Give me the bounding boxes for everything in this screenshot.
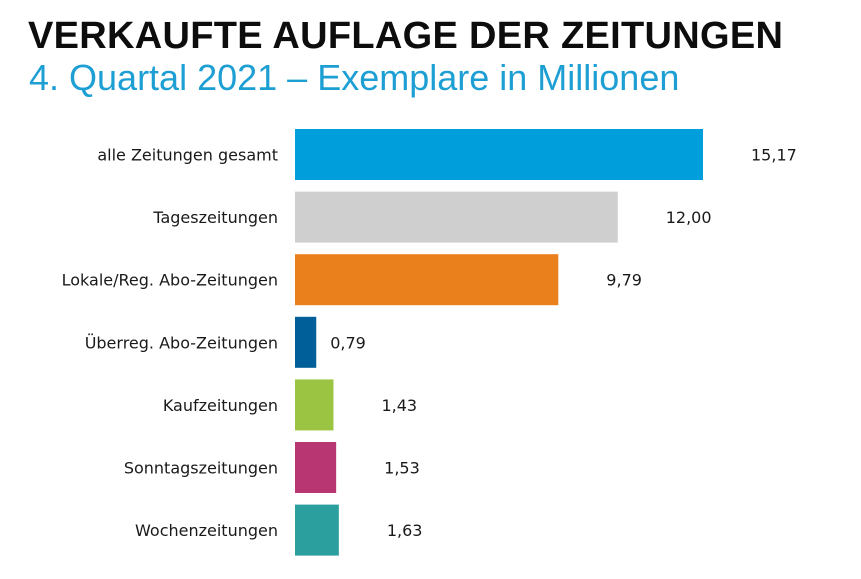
bar: [295, 129, 703, 180]
category-label: Wochenzeitungen: [135, 521, 278, 540]
bar: [295, 442, 337, 493]
data-label: 0,79: [330, 333, 366, 352]
bar: [295, 191, 618, 243]
chart-title: VERKAUFTE AUFLAGE DER ZEITUNGEN: [28, 15, 784, 57]
bars: [295, 129, 703, 556]
data-label: 12,00: [666, 208, 712, 227]
bar: [295, 504, 339, 556]
category-label: Sonntagszeitungen: [124, 459, 278, 478]
category-label: Lokale/Reg. Abo-Zeitungen: [62, 271, 278, 290]
bar: [295, 379, 334, 431]
data-label: 9,79: [606, 271, 642, 290]
value-labels: 15,17 12,00 9,79 0,79 1,43 1,53 1,63: [330, 146, 797, 541]
data-label: 1,63: [387, 521, 423, 540]
category-label: alle Zeitungen gesamt: [97, 146, 278, 165]
data-label: 1,53: [384, 459, 420, 478]
data-label: 1,43: [381, 396, 417, 415]
category-label: Überreg. Abo-Zeitungen: [85, 333, 278, 352]
category-labels: alle Zeitungen gesamt Tageszeitungen Lokal…: [62, 146, 278, 541]
bar: [295, 254, 559, 306]
category-label: Tageszeitungen: [152, 208, 278, 227]
chart-subtitle: 4. Quartal 2021 – Exemplare in Millionen: [29, 57, 680, 98]
bar: [295, 316, 317, 368]
data-label: 15,17: [751, 146, 797, 165]
category-label: Kaufzeitungen: [163, 396, 278, 415]
